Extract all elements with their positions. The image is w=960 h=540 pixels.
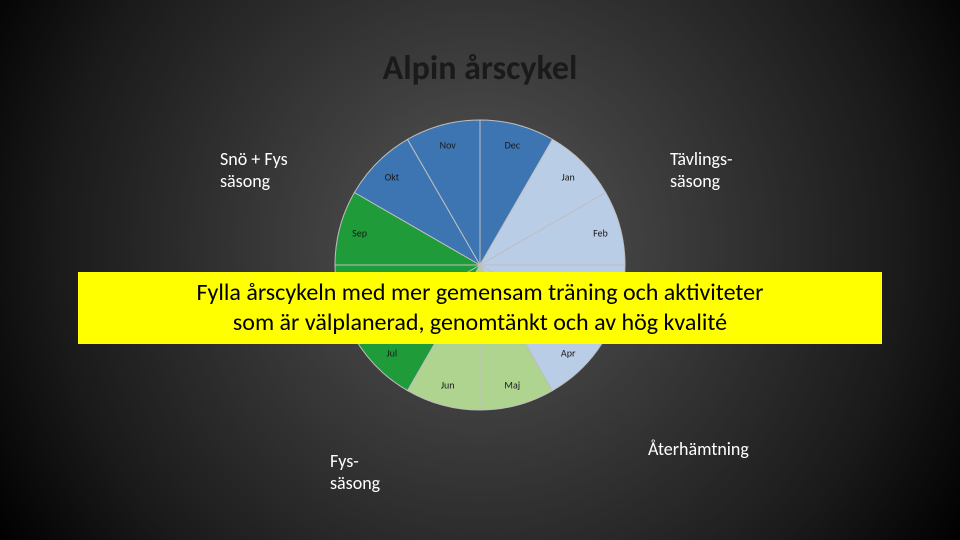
month-label-maj: Maj xyxy=(504,379,520,392)
month-label-nov: Nov xyxy=(440,138,456,151)
label-top-left-line2: säsong xyxy=(220,170,270,192)
label-top-right-line1: Tävlings- xyxy=(670,148,733,170)
label-bot-left-line2: säsong xyxy=(330,472,380,494)
banner-line2: som är välplanerad, genomtänkt och av hö… xyxy=(233,308,727,337)
label-top-left: Snö + Fys säsong xyxy=(220,148,288,192)
label-top-right: Tävlings- säsong xyxy=(670,148,733,192)
banner-line1: Fylla årscykeln med mer gemensam träning… xyxy=(197,278,764,307)
month-label-jul: Jul xyxy=(386,347,397,360)
month-label-feb: Feb xyxy=(593,226,608,239)
month-label-dec: Dec xyxy=(505,138,520,151)
label-bot-right-line1: Återhämtning xyxy=(648,438,749,460)
highlight-banner: Fylla årscykeln med mer gemensam träning… xyxy=(78,272,882,344)
month-label-sep: Sep xyxy=(352,226,367,239)
month-pie-chart xyxy=(330,115,630,415)
label-top-left-line1: Snö + Fys xyxy=(220,148,288,170)
slide: Alpin årscykel DecJanFebMarAprMajJunJulA… xyxy=(0,0,960,540)
label-bot-left: Fys- säsong xyxy=(330,450,380,494)
page-title: Alpin årscykel xyxy=(0,48,960,89)
month-label-jan: Jan xyxy=(562,170,575,183)
month-label-okt: Okt xyxy=(385,170,399,183)
month-label-apr: Apr xyxy=(561,347,576,360)
label-bot-right: Återhämtning xyxy=(648,438,749,460)
label-bot-left-line1: Fys- xyxy=(330,450,359,472)
label-top-right-line2: säsong xyxy=(670,170,720,192)
month-label-jun: Jun xyxy=(441,379,455,392)
